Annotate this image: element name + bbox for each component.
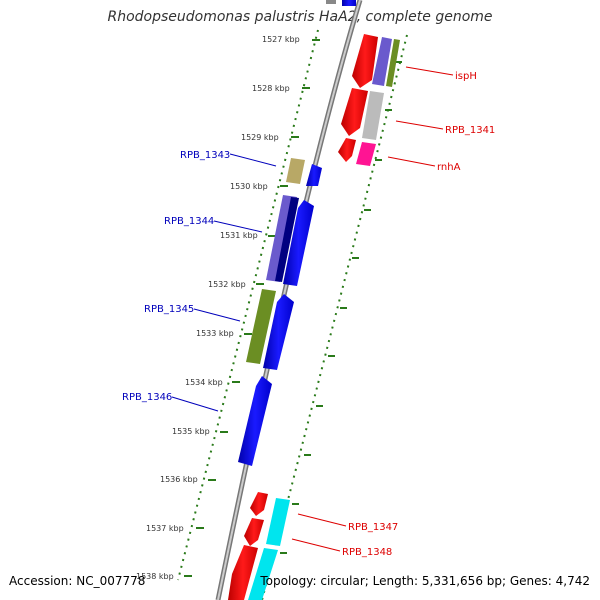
tick-1532: 1532 kbp [208, 280, 246, 289]
cds-rpb1347-red [250, 492, 268, 516]
tick-1527: 1527 kbp [262, 35, 300, 44]
label-rpb1346: RPB_1346 [122, 392, 172, 403]
accession-text: Accession: NC_007778 [9, 574, 146, 588]
callout-rpb1343 [229, 153, 277, 167]
tick-1534: 1534 kbp [185, 378, 223, 387]
inner-dotted-track [177, 29, 319, 581]
map-title: Rhodopseudomonas palustris HaA2, complet… [107, 9, 493, 25]
label-rpb1344: RPB_1344 [164, 216, 214, 227]
cds-rpb1345-olive [246, 289, 276, 364]
scale-tick-marks [184, 39, 320, 577]
callout-rpb1345 [193, 308, 241, 322]
tick-1535: 1535 kbp [172, 427, 210, 436]
tick-1536: 1536 kbp [160, 475, 198, 484]
cds-rpb1343-blue [306, 164, 322, 186]
callout-rpb1346 [171, 396, 219, 412]
cds-rpb1348-cyan [248, 548, 278, 600]
tick-1538: 1538 kbp [136, 572, 174, 581]
cds-rpb1344-navy [275, 197, 299, 282]
cds-rpb1341-red [341, 88, 368, 136]
callout-ispH [405, 66, 454, 76]
label-rpb1347: RPB_1347 [348, 522, 398, 533]
cds-rpb1347-cyan [266, 498, 290, 546]
callout-rpb1348 [291, 538, 341, 552]
cds-rpb1348-red [228, 545, 258, 600]
callout-rpb1347 [297, 513, 347, 527]
cds-rpb1345-blue [263, 294, 294, 370]
label-ispH: ispH [455, 71, 477, 82]
tick-1529: 1529 kbp [241, 133, 279, 142]
outer-track-marks [280, 61, 402, 554]
cds-rpb1343-tan [286, 158, 305, 184]
label-rpb1348: RPB_1348 [342, 547, 392, 558]
cds-rpb1341-gray [362, 91, 384, 140]
tick-1530: 1530 kbp [230, 182, 268, 191]
cds-ispH-purple [372, 37, 392, 86]
genome-summary-text: Topology: circular; Length: 5,331,656 bp… [260, 574, 590, 588]
cds-rpb1344-blue [283, 200, 314, 286]
callout-rnhA [387, 156, 436, 167]
top-gray-fragment [326, 0, 336, 4]
callout-rpb1341 [395, 120, 444, 130]
cds-ispH-red [352, 34, 378, 88]
callout-rpb1344 [213, 220, 263, 233]
tick-1537: 1537 kbp [146, 524, 184, 533]
label-rnhA: rnhA [437, 162, 461, 173]
cds-rpb1347-red2 [244, 518, 264, 546]
cds-ispH-olive [386, 39, 400, 87]
label-rpb1343: RPB_1343 [180, 150, 230, 161]
tick-1528: 1528 kbp [252, 84, 290, 93]
tick-1533: 1533 kbp [196, 329, 234, 338]
label-rpb1341: RPB_1341 [445, 125, 495, 136]
cds-top-fragment [342, 0, 356, 6]
cds-rpb1346-blue [238, 376, 272, 466]
cds-rnhA-magenta [356, 142, 376, 166]
label-rpb1345: RPB_1345 [144, 304, 194, 315]
cds-rnhA-red [338, 138, 356, 162]
tick-1531: 1531 kbp [220, 231, 258, 240]
